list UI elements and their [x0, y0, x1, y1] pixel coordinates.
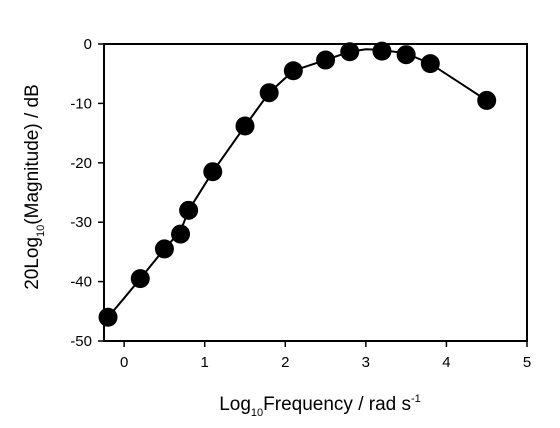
x-tick-label: 5	[523, 354, 531, 371]
data-point	[420, 54, 440, 74]
x-axis-title-subscript: 10	[251, 407, 263, 419]
y-axis-title-subscript: 10	[35, 225, 47, 237]
x-axis-title-superscript: -1	[411, 393, 421, 405]
x-tick-label: 0	[120, 354, 128, 371]
data-point	[154, 239, 174, 259]
x-axis-title: Log10Frequency / rad s-1	[219, 393, 421, 419]
data-point	[171, 224, 191, 244]
y-tick-label: -20	[70, 155, 92, 172]
data-point	[259, 83, 279, 103]
data-point	[477, 90, 497, 110]
plot-frame	[103, 43, 528, 342]
data-point	[98, 307, 118, 327]
ticks: 0 -10 -20 -30 -40 -50 0 1 2 3 4 5	[70, 36, 531, 371]
data-point	[372, 41, 392, 61]
data-point	[235, 116, 255, 136]
x-tick-label: 3	[362, 354, 370, 371]
data-point	[340, 42, 360, 62]
x-tick-label: 4	[442, 354, 450, 371]
x-axis-title-prefix: Log	[219, 394, 251, 415]
y-tick-label: -10	[70, 95, 92, 112]
data-point	[130, 269, 150, 289]
data-point	[179, 200, 199, 220]
data-point	[203, 162, 223, 182]
y-axis-title: 20Log10(Magnitude) / dB	[22, 84, 47, 290]
data-point	[396, 45, 416, 65]
y-tick-label: -30	[70, 214, 92, 231]
data-point	[283, 61, 303, 81]
y-axis-title-prefix: 20Log	[22, 237, 43, 290]
fit-line	[103, 48, 488, 323]
x-axis-title-main: Frequency / rad s	[263, 394, 411, 415]
x-tick-label: 1	[201, 354, 209, 371]
data-points	[98, 41, 497, 327]
y-tick-label: -50	[70, 333, 92, 350]
x-tick-label: 2	[281, 354, 289, 371]
data-point	[316, 50, 336, 70]
y-tick-label: -40	[70, 274, 92, 291]
y-axis-title-main: (Magnitude) / dB	[22, 84, 43, 224]
y-tick-label: 0	[84, 36, 92, 53]
